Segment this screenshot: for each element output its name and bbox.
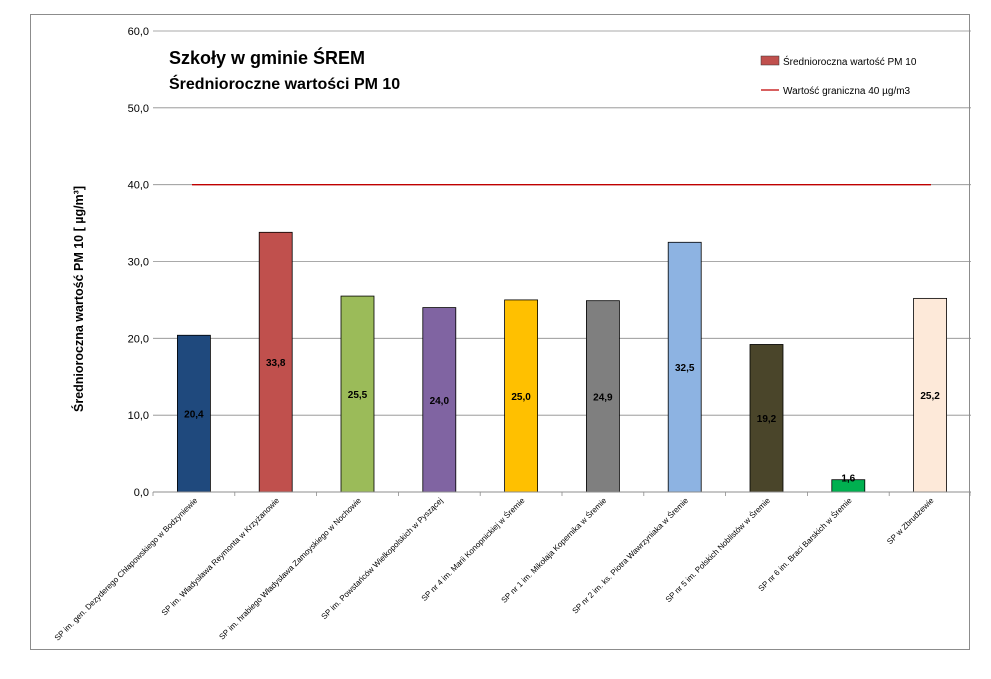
bar: [258, 231, 293, 493]
legend-swatch-bar: [760, 55, 780, 66]
data-label: 25,2: [920, 391, 940, 402]
data-label: 32,5: [675, 363, 695, 374]
y-tick-label: 10,0: [128, 410, 149, 422]
chart-frame: 0,0 10,0 20,0 30,0 40,0 50,0 60,0 20,4 33,8 25,5…: [30, 14, 971, 650]
x-tick-label: SP im. gen. Dezyderego Chłapowskiego w B…: [53, 496, 200, 643]
legend: Średnioroczna wartość PM 10 Wartość gran…: [760, 55, 917, 97]
value-labels: 20,4 33,8 25,5 24,0 25,0 24,9 32,5 19,2 1,6 25,2: [184, 358, 940, 485]
x-tick-label: SP im. hrabiego Władysława Zamoyskiego w…: [217, 496, 363, 642]
y-axis-label: Średnioroczna wartość PM 10 [ µg/m³]: [71, 186, 86, 412]
bar: [749, 344, 784, 493]
data-label: 24,9: [593, 392, 613, 403]
y-tick-label: 60,0: [128, 26, 149, 38]
data-label: 1,6: [841, 474, 855, 485]
data-label: 25,5: [348, 390, 368, 401]
bar: [913, 297, 947, 493]
legend-label-limit: Wartość graniczna 40 µg/m3: [783, 86, 911, 97]
bar: [422, 307, 457, 493]
bar: [504, 299, 539, 493]
legend-label-bar: Średnioroczna wartość PM 10: [783, 55, 917, 68]
y-tick-label: 20,0: [128, 333, 149, 345]
data-label: 24,0: [430, 396, 450, 407]
y-tick-label: 30,0: [128, 257, 149, 269]
y-axis-ticks: 0,0 10,0 20,0 30,0 40,0 50,0 60,0: [128, 26, 149, 499]
y-tick-label: 40,0: [128, 180, 149, 192]
x-tick-label: SP nr 6 im. Braci Barskich w Śremie: [757, 496, 854, 593]
chart-svg: 0,0 10,0 20,0 30,0 40,0 50,0 60,0 20,4 33,8 25,5…: [53, 26, 971, 643]
bar: [340, 295, 375, 493]
data-label: 19,2: [757, 414, 777, 425]
data-label: 20,4: [184, 410, 204, 421]
bars: [176, 231, 947, 493]
x-tick-label: SP w Zbrudzewie: [885, 496, 936, 547]
y-tick-label: 0,0: [134, 487, 149, 499]
y-tick-label: 50,0: [128, 103, 149, 115]
bar: [586, 300, 620, 493]
x-axis-labels: SP im. gen. Dezyderego Chłapowskiego w B…: [53, 492, 971, 643]
chart-subtitle: Średnioroczne wartości PM 10: [169, 74, 400, 93]
bar: [667, 241, 702, 493]
data-label: 33,8: [266, 358, 286, 369]
chart-title: Szkoły w gminie ŚREM: [169, 47, 365, 68]
data-label: 25,0: [511, 392, 531, 403]
